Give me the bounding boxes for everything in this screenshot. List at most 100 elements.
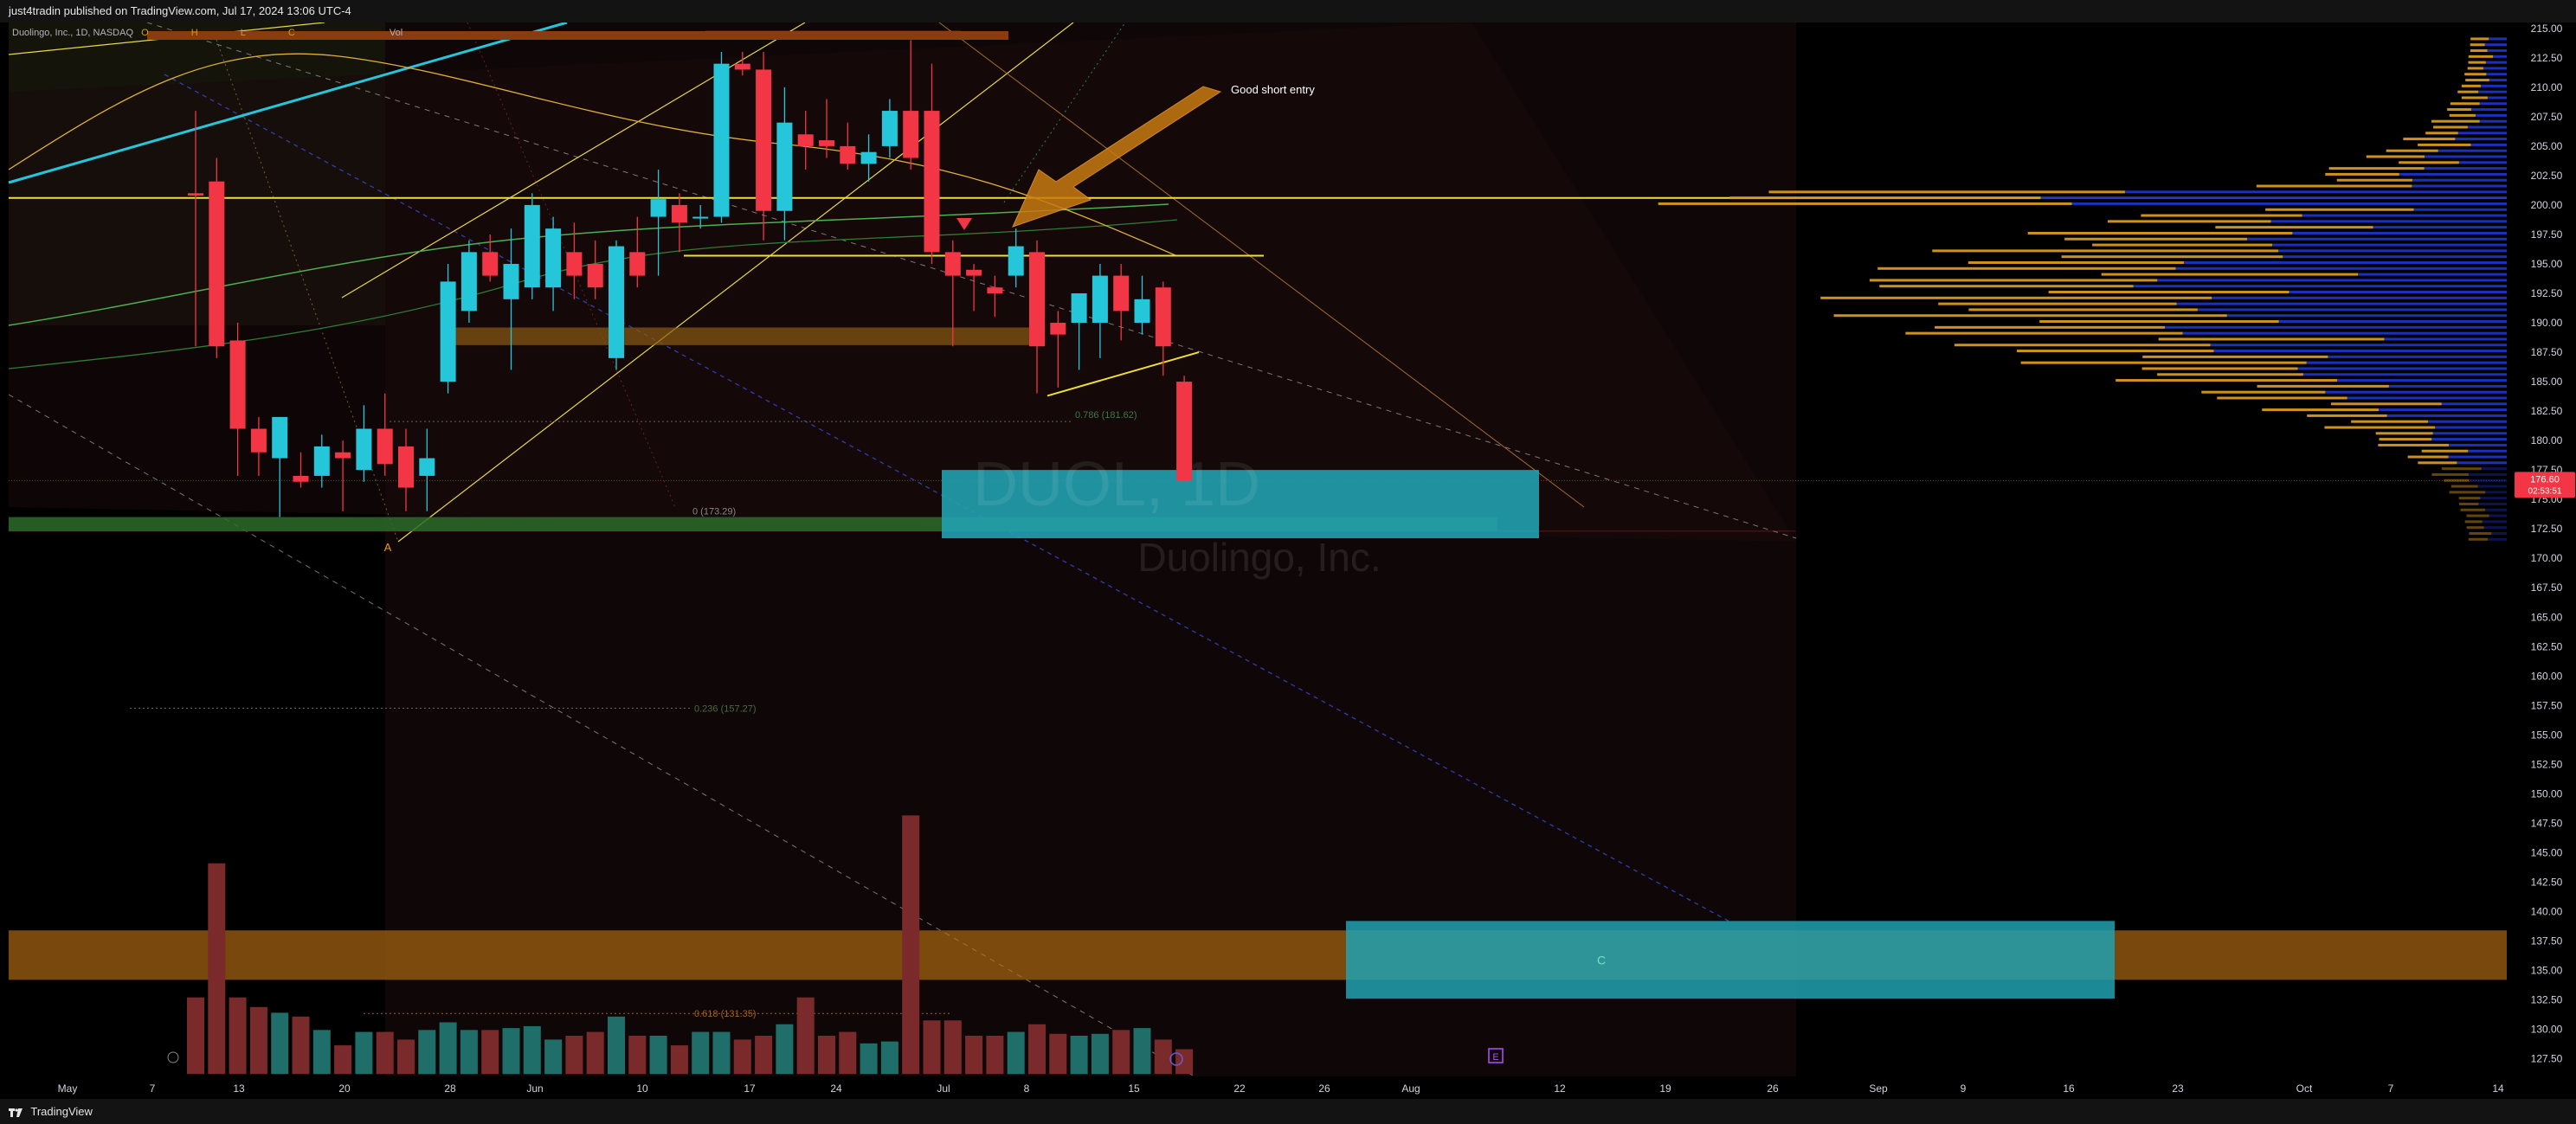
price-tick-label: 187.50 [2531, 346, 2563, 358]
candle-body [1092, 275, 1108, 324]
price-tick-label: 205.00 [2531, 140, 2563, 152]
price-tick-label: 170.00 [2531, 552, 2563, 564]
rising-channel-lower [397, 22, 1074, 543]
vp-row-orange [2157, 373, 2303, 376]
vp-row-blue [2481, 467, 2507, 471]
vp-row-orange [2467, 67, 2483, 70]
price-tick-label: 160.00 [2531, 670, 2563, 682]
price-tick-label: 142.50 [2531, 876, 2563, 888]
vp-row-blue [2469, 479, 2507, 482]
vp-row-blue [2386, 414, 2507, 417]
vp-row-orange [2425, 132, 2458, 135]
vp-row-orange [2215, 226, 2373, 229]
point-a-label: A [384, 541, 392, 554]
volume-bar [943, 1020, 962, 1075]
fib-label-0: 0 (173.29) [692, 506, 736, 517]
vp-row-orange [2466, 526, 2484, 530]
vp-row-blue [2475, 113, 2507, 117]
volume-bar [1175, 1049, 1194, 1075]
watermark-name: Duolingo, Inc. [1137, 535, 1381, 580]
channel-mid-line [164, 74, 1732, 923]
vp-row-orange [2444, 479, 2470, 482]
vp-row-orange [2433, 125, 2468, 129]
price-tick-label: 167.50 [2531, 581, 2563, 594]
vp-row-orange [2464, 73, 2487, 76]
price-tick-label: 147.50 [2531, 817, 2563, 829]
legend-h: H [190, 28, 198, 38]
legend-vol: Vol [389, 28, 403, 38]
vp-row-orange [2307, 414, 2387, 417]
candle-body [671, 204, 687, 223]
time-tick-label: 23 [2172, 1082, 2184, 1095]
vp-row-orange [2450, 102, 2480, 106]
vp-row-orange [2158, 337, 2385, 341]
vp-row-orange [2450, 485, 2478, 488]
volume-bar [544, 1039, 563, 1075]
candle-body [377, 428, 393, 465]
candle-body [293, 475, 309, 482]
candle-body [313, 446, 330, 476]
publish-text: just4tradin published on TradingView.com… [9, 4, 351, 17]
price-tick-label: 132.50 [2531, 994, 2563, 1006]
vp-row-orange [2142, 355, 2328, 358]
vp-row-orange [2101, 273, 2359, 276]
time-tick-label: May [58, 1082, 78, 1095]
vp-row-blue [2448, 443, 2507, 446]
candle-body [503, 263, 519, 299]
support-wedge-line [1046, 351, 1200, 397]
fib-fan-line-1 [216, 39, 399, 543]
vp-row-orange [2468, 55, 2494, 58]
vp-row-orange [1935, 325, 2166, 329]
vp-row-blue [2337, 379, 2507, 382]
orange-zone-low [9, 930, 2507, 980]
tradingview-logo-icon[interactable] [9, 1108, 23, 1117]
descending-channel-fill [9, 22, 1796, 542]
vp-row-orange [2108, 220, 2271, 223]
earnings-marker-label: E [1492, 1052, 1498, 1063]
vp-row-blue [2213, 350, 2507, 353]
volume-bar [839, 1031, 857, 1075]
vp-row-blue [2487, 96, 2507, 100]
vp-row-orange [2449, 491, 2486, 494]
vp-row-orange [1729, 196, 2041, 200]
vp-row-orange [2386, 149, 2438, 152]
price-tick-label: 130.00 [2531, 1024, 2563, 1036]
candle-body [1113, 275, 1130, 312]
volume-bar [481, 1030, 499, 1075]
volume-bar [1028, 1024, 1046, 1075]
vp-row-orange [2020, 361, 2307, 364]
price-chart[interactable]: DUOL, 1D Duolingo, Inc. 0.786 (181.62) 0 (1… [0, 22, 2576, 1099]
volume-bar [376, 1031, 394, 1075]
vp-row-blue [2479, 119, 2507, 123]
vp-row-blue [2468, 449, 2507, 453]
time-tick-label: 19 [1659, 1082, 1671, 1095]
price-tick-label: 137.50 [2531, 935, 2563, 947]
footer-brand[interactable]: TradingView [30, 1105, 93, 1118]
volume-bar [733, 1039, 751, 1075]
vp-row-orange [2257, 384, 2389, 388]
vp-row-orange [2431, 472, 2469, 476]
candle-body [419, 458, 435, 476]
vp-row-blue [2480, 84, 2507, 87]
time-tick-label: 7 [150, 1082, 156, 1095]
volume-bar [1070, 1035, 1088, 1075]
volume-bar [986, 1035, 1004, 1075]
fib-label-0786: 0.786 (181.62) [1075, 410, 1137, 421]
vp-row-orange [2418, 143, 2471, 146]
candle-body [1176, 382, 1193, 481]
vp-row-orange [2092, 243, 2273, 247]
flash-marker-icon [1169, 1052, 1183, 1066]
candle-body [482, 252, 499, 276]
vp-row-orange [2039, 320, 2279, 324]
candle-body [650, 199, 667, 217]
last-price-badge [2515, 472, 2575, 498]
volume-bar [796, 997, 815, 1075]
volume-bar [1154, 1039, 1172, 1075]
time-tick-label: 15 [1128, 1082, 1140, 1095]
vp-row-orange [2469, 531, 2492, 535]
price-tick-label: 200.00 [2531, 199, 2563, 211]
time-tick-label: 26 [1318, 1082, 1330, 1095]
volume-bar [692, 1031, 710, 1075]
candle-body [987, 287, 1003, 294]
vp-row-orange [2366, 155, 2425, 158]
